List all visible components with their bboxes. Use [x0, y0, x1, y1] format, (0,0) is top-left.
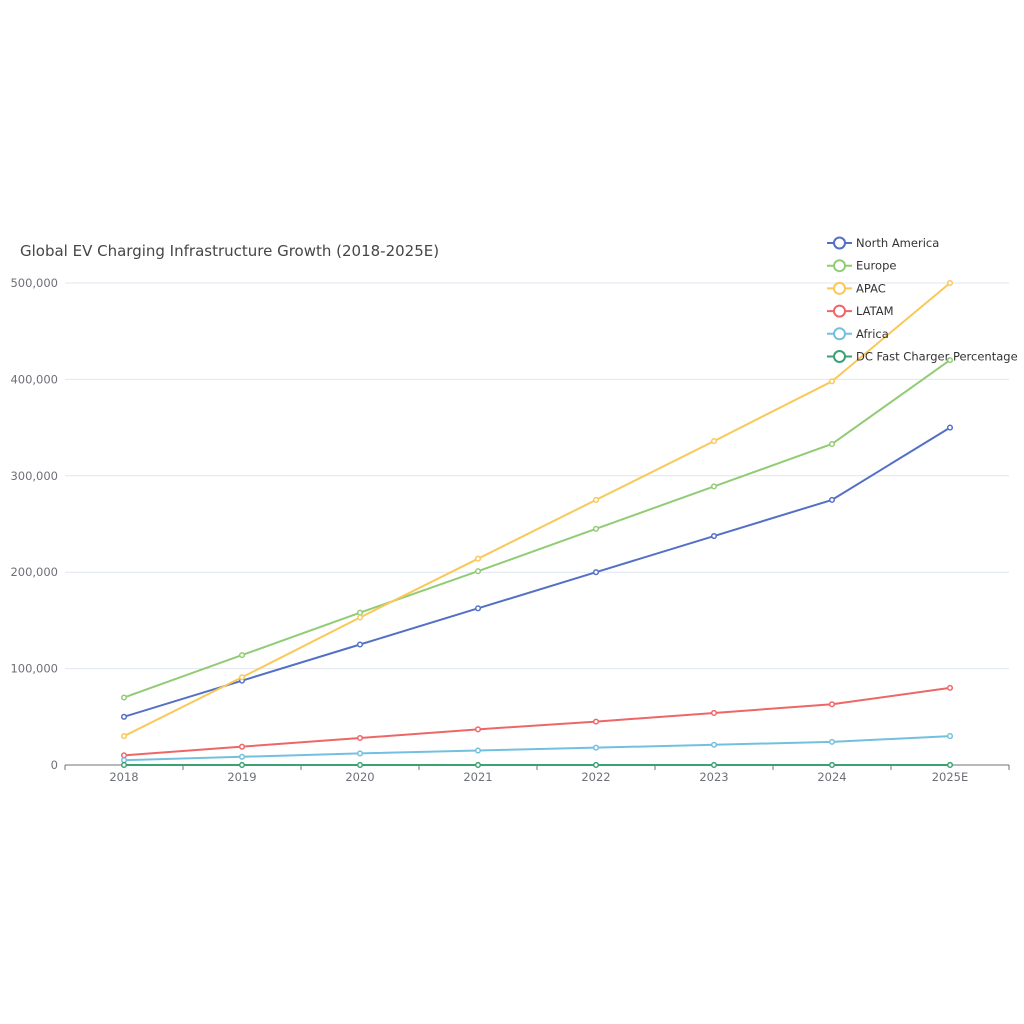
legend-label: Africa	[856, 327, 889, 341]
data-point[interactable]	[946, 684, 954, 691]
x-tick-label: 2025E	[932, 770, 969, 784]
data-point[interactable]	[710, 438, 718, 445]
data-point[interactable]	[946, 424, 954, 431]
data-point[interactable]	[710, 761, 718, 769]
data-point[interactable]	[474, 747, 482, 754]
x-tick-label: 2022	[581, 770, 610, 784]
x-tick-label: 2018	[109, 770, 138, 784]
data-point[interactable]	[238, 652, 246, 659]
legend-item[interactable]: LATAM	[827, 304, 894, 318]
x-axis: 2018 2019 2020 2021 2022 2023 2024 2025E	[64, 764, 1010, 784]
data-point[interactable]	[946, 357, 954, 364]
x-tick-label: 2024	[817, 770, 846, 784]
data-point[interactable]	[238, 743, 246, 750]
data-point[interactable]	[710, 741, 718, 748]
y-tick-label: 300,000	[10, 469, 58, 483]
legend-item[interactable]: APAC	[827, 281, 886, 295]
data-point[interactable]	[828, 701, 836, 708]
grid-lines	[65, 282, 1009, 670]
data-point[interactable]	[828, 496, 836, 503]
data-point[interactable]	[474, 761, 482, 769]
data-point[interactable]	[592, 496, 600, 503]
series-0	[120, 424, 954, 720]
series-5	[120, 761, 954, 769]
data-point[interactable]	[120, 733, 128, 740]
series-layer	[120, 279, 954, 769]
data-point[interactable]	[828, 761, 836, 769]
data-point[interactable]	[356, 614, 364, 621]
y-tick-label: 100,000	[10, 662, 58, 676]
legend-item[interactable]: North America	[827, 236, 939, 250]
legend-label: LATAM	[856, 304, 894, 318]
data-point[interactable]	[120, 694, 128, 701]
data-point[interactable]	[238, 761, 246, 769]
data-point[interactable]	[356, 750, 364, 757]
series-3	[120, 684, 954, 759]
data-point[interactable]	[828, 738, 836, 745]
y-tick-label: 400,000	[10, 372, 58, 386]
data-point[interactable]	[592, 761, 600, 769]
data-point[interactable]	[238, 674, 246, 681]
legend-swatch-marker	[833, 327, 846, 341]
legend-swatch-marker	[833, 304, 846, 318]
data-point[interactable]	[474, 568, 482, 575]
data-point[interactable]	[828, 378, 836, 385]
series-line	[123, 282, 951, 737]
data-point[interactable]	[946, 761, 954, 769]
data-point[interactable]	[120, 713, 128, 720]
legend-swatch-marker	[833, 281, 846, 295]
y-tick-label: 500,000	[10, 276, 58, 290]
data-point[interactable]	[120, 752, 128, 759]
data-point[interactable]	[474, 605, 482, 612]
data-point[interactable]	[592, 525, 600, 532]
data-point[interactable]	[356, 734, 364, 742]
data-point[interactable]	[120, 757, 128, 764]
legend-swatch-marker	[833, 236, 846, 250]
data-point[interactable]	[592, 718, 600, 725]
data-point[interactable]	[356, 761, 364, 769]
data-point[interactable]	[710, 533, 718, 540]
legend-label: Europe	[856, 259, 896, 273]
data-point[interactable]	[828, 440, 836, 448]
series-line	[123, 359, 951, 699]
data-point[interactable]	[474, 555, 482, 562]
data-point[interactable]	[946, 733, 954, 740]
legend-swatch-marker	[833, 259, 846, 273]
data-point[interactable]	[474, 726, 482, 733]
y-tick-label: 200,000	[10, 565, 58, 579]
series-2	[120, 279, 954, 740]
legend-item[interactable]: DC Fast Charger Percentage	[827, 350, 1018, 364]
x-tick-label: 2021	[463, 770, 492, 784]
x-tick-label: 2023	[699, 770, 728, 784]
series-line	[123, 735, 951, 762]
x-tick-label: 2019	[227, 770, 256, 784]
y-tick-label: 0	[51, 758, 58, 772]
chart-title: Global EV Charging Infrastructure Growth…	[20, 242, 439, 260]
data-point[interactable]	[356, 609, 364, 616]
series-line	[123, 686, 951, 757]
legend-item[interactable]: Europe	[827, 259, 896, 273]
data-point[interactable]	[238, 753, 246, 760]
data-point[interactable]	[592, 569, 600, 576]
data-point[interactable]	[710, 483, 718, 490]
y-axis: 0 100,000 200,000 300,000 400,000 500,000	[10, 276, 58, 772]
legend-label: APAC	[856, 281, 886, 295]
data-point[interactable]	[592, 744, 600, 751]
legend-item[interactable]: Africa	[827, 327, 889, 341]
legend-label: DC Fast Charger Percentage	[856, 350, 1018, 364]
data-point[interactable]	[710, 709, 718, 716]
legend: North America Europe APAC LATAM Africa DC Fas…	[827, 236, 1018, 364]
legend-swatch-marker	[833, 350, 846, 363]
data-point[interactable]	[946, 279, 954, 287]
data-point[interactable]	[120, 761, 128, 769]
x-tick-label: 2020	[345, 770, 374, 784]
series-4	[120, 733, 954, 764]
series-1	[120, 357, 954, 701]
data-point[interactable]	[356, 641, 364, 648]
series-line	[123, 426, 951, 718]
legend-label: North America	[856, 236, 939, 250]
